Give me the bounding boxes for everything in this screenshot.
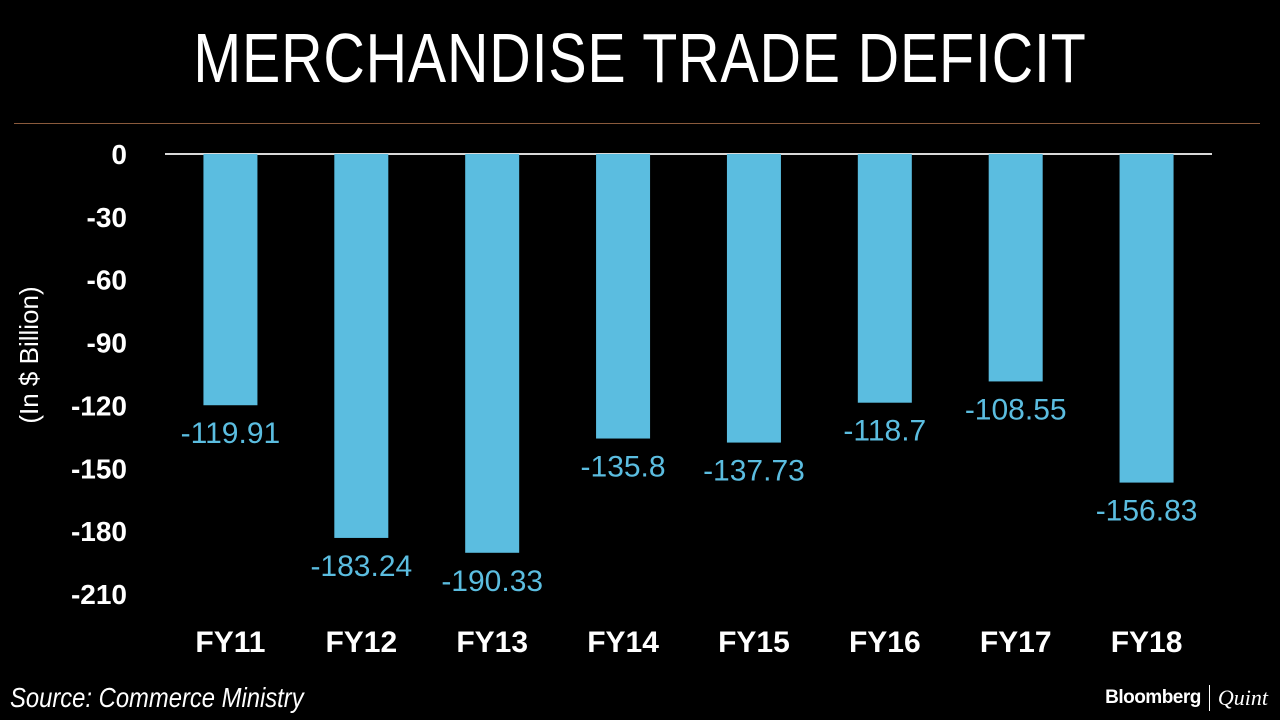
value-label-fy12: -183.24 xyxy=(310,550,412,583)
y-axis-ticks: 0 -30 -60 -90 -120 -150 -180 -210 xyxy=(71,139,127,610)
y-tick-label: -180 xyxy=(71,516,127,547)
brand-logo: Bloomberg Quint xyxy=(1105,684,1268,712)
value-label-fy15: -137.73 xyxy=(703,455,805,488)
bar-fy11 xyxy=(203,154,258,406)
x-tick-label: FY17 xyxy=(980,626,1052,659)
value-label-fy13: -190.33 xyxy=(441,565,543,598)
y-tick-label: -150 xyxy=(71,453,127,484)
value-label-fy17: -108.55 xyxy=(965,393,1067,426)
x-tick-label: FY12 xyxy=(325,626,397,659)
value-label-fy14: -135.8 xyxy=(581,451,666,484)
x-tick-label: FY18 xyxy=(1111,626,1183,659)
value-label-fy11: -119.91 xyxy=(181,417,281,450)
title-divider xyxy=(14,123,1260,124)
y-tick-label: 0 xyxy=(111,139,127,170)
bar-fy16 xyxy=(857,154,912,403)
brand-bloomberg: Bloomberg xyxy=(1105,687,1201,708)
brand-divider xyxy=(1208,685,1210,711)
x-tick-label: FY13 xyxy=(456,626,528,659)
x-tick-label: FY16 xyxy=(849,626,921,659)
bar-fy12 xyxy=(334,154,389,538)
bar-chart: (In $ Billion) 0 -30 -60 -90 -120 -150 -180 -21… xyxy=(14,139,1212,659)
bar-fy17 xyxy=(988,154,1043,382)
bar-fy15 xyxy=(726,154,781,443)
y-tick-label: -60 xyxy=(87,265,127,296)
x-tick-label: FY14 xyxy=(587,626,659,659)
x-tick-label: FY15 xyxy=(718,626,790,659)
bar-fy14 xyxy=(596,154,651,439)
y-tick-label: -120 xyxy=(71,390,127,421)
bars xyxy=(203,154,1174,553)
value-labels: -119.91 -183.24 -190.33 -135.8 -137.73 -118.7… xyxy=(181,393,1198,597)
value-label-fy16: -118.7 xyxy=(843,415,926,448)
value-label-fy18: -156.83 xyxy=(1096,495,1198,528)
y-tick-label: -90 xyxy=(87,328,127,359)
chart-title: MERCHANDISE TRADE DEFICIT xyxy=(193,19,1087,97)
x-tick-label: FY11 xyxy=(195,626,265,659)
bar-fy18 xyxy=(1119,154,1174,483)
x-axis-ticks: FY11 FY12 FY13 FY14 FY15 FY16 FY17 FY18 xyxy=(195,626,1182,659)
y-axis-title: (In $ Billion) xyxy=(14,286,44,423)
y-tick-label: -210 xyxy=(71,579,127,610)
bar-fy13 xyxy=(465,154,520,553)
brand-quint: Quint xyxy=(1217,685,1268,710)
y-axis-title-group: (In $ Billion) xyxy=(14,286,44,423)
source-note: Source: Commerce Ministry xyxy=(10,682,304,713)
y-tick-label: -30 xyxy=(87,202,127,233)
